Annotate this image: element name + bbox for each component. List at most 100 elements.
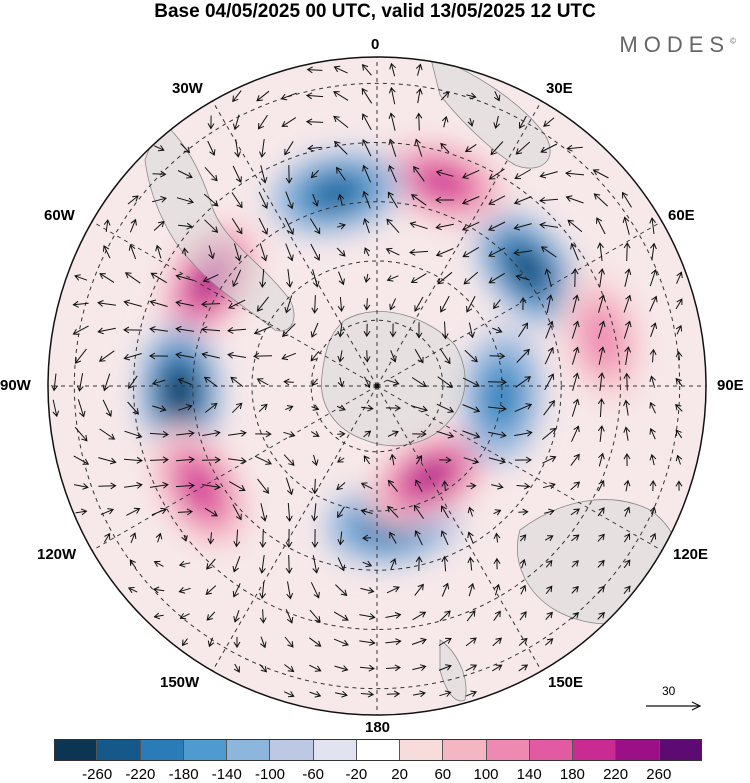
wind-arrow xyxy=(515,376,532,388)
wind-arrow xyxy=(123,326,143,334)
wind-arrow xyxy=(414,296,424,312)
wind-arrow xyxy=(362,534,372,542)
wind-arrow xyxy=(649,506,657,517)
map-border xyxy=(47,56,707,716)
wind-arrow xyxy=(441,505,449,519)
wind-arrow xyxy=(253,352,273,360)
wind-arrow xyxy=(493,557,501,570)
wind-arrow xyxy=(572,372,580,391)
wind-arrow xyxy=(598,346,606,365)
wind-arrow xyxy=(285,477,294,496)
wind-arrow xyxy=(462,430,481,439)
wind-arrow xyxy=(311,528,319,548)
wind-arrow xyxy=(465,637,477,647)
wind-arrow xyxy=(623,479,631,492)
wind-arrow xyxy=(624,506,631,517)
colorbar-tick-label: -60 xyxy=(302,766,325,783)
wind-arrow xyxy=(232,556,241,573)
wind-arrow xyxy=(309,609,321,623)
wind-arrow xyxy=(74,483,89,490)
wind-arrow xyxy=(389,531,397,544)
wind-arrow xyxy=(597,242,604,261)
wind-arrow xyxy=(545,611,553,620)
wind-arrow xyxy=(519,115,527,129)
wind-arrow xyxy=(519,297,527,311)
wind-arrow xyxy=(258,191,268,209)
wind-arrow xyxy=(437,271,453,285)
wind-arrow xyxy=(415,322,423,339)
wind-arrow xyxy=(441,555,449,572)
wind-arrow xyxy=(362,190,371,209)
wind-arrow xyxy=(258,217,268,235)
wind-arrow xyxy=(571,585,579,594)
wind-arrow xyxy=(488,405,507,412)
brand-logo: MODES© xyxy=(619,32,736,58)
wind-arrow xyxy=(152,586,165,594)
wind-arrow xyxy=(416,87,423,104)
wind-arrow xyxy=(202,483,221,491)
wind-arrow xyxy=(180,143,191,154)
wind-arrow xyxy=(514,169,532,180)
wind-arrow xyxy=(124,482,143,489)
wind-arrow xyxy=(361,63,372,76)
wind-arrow xyxy=(412,430,427,438)
wind-arrow xyxy=(462,246,480,258)
wind-arrow xyxy=(597,533,605,542)
wind-arrow xyxy=(231,218,243,235)
wind-arrow xyxy=(151,507,167,516)
wind-arrow xyxy=(305,118,324,126)
wind-arrow xyxy=(337,377,345,388)
wind-arrow xyxy=(281,117,297,127)
polar-map xyxy=(47,56,707,716)
wind-arrow xyxy=(285,191,294,210)
wind-arrow xyxy=(385,638,402,646)
blob-neg-atlantic xyxy=(316,180,356,206)
wind-arrow xyxy=(207,532,215,545)
wind-arrow xyxy=(363,323,371,338)
wind-arrow xyxy=(176,430,195,437)
wind-arrow xyxy=(545,559,553,568)
wind-arrow xyxy=(283,691,295,698)
wind-arrow xyxy=(543,508,555,516)
wind-arrow xyxy=(361,404,374,412)
wind-arrow xyxy=(543,117,555,127)
wind-arrow xyxy=(493,509,502,516)
wind-arrow xyxy=(386,275,399,282)
wind-arrow xyxy=(74,426,88,442)
wind-arrow xyxy=(461,221,480,231)
lon-label-0: 0 xyxy=(371,36,380,53)
wind-arrow xyxy=(570,242,579,261)
colorbar-swatch xyxy=(97,739,141,761)
wind-arrow xyxy=(100,508,115,516)
wind-arrow xyxy=(597,507,605,517)
wind-arrow xyxy=(362,217,370,234)
wind-arrow xyxy=(201,456,221,464)
wind-arrow xyxy=(256,296,269,312)
wind-arrow xyxy=(259,581,266,600)
wind-arrow xyxy=(623,559,631,569)
wind-arrow xyxy=(233,243,242,262)
wind-arrow xyxy=(415,454,423,465)
new-zealand xyxy=(439,639,467,702)
wind-arrow xyxy=(597,320,606,339)
wind-arrow xyxy=(414,349,424,364)
wind-arrow xyxy=(311,378,319,386)
wind-arrow xyxy=(337,557,346,572)
wind-arrow xyxy=(257,114,268,130)
wind-arrow xyxy=(311,404,320,411)
wind-arrow xyxy=(256,378,269,386)
wind-arrow xyxy=(259,139,266,158)
wind-arrow xyxy=(650,242,657,261)
wind-arrow xyxy=(462,404,481,413)
wind-arrow xyxy=(151,196,167,203)
colorbar-tick-label: -100 xyxy=(254,766,286,783)
wind-arrow xyxy=(178,560,191,568)
lon-label-150w: 150W xyxy=(160,674,200,691)
wind-arrow xyxy=(175,273,194,281)
wind-arrow xyxy=(675,377,683,386)
wind-arrow xyxy=(281,352,296,361)
wind-arrow xyxy=(76,373,84,392)
wind-arrow xyxy=(467,556,475,571)
wind-arrow xyxy=(127,195,139,205)
wind-arrow xyxy=(176,197,195,205)
